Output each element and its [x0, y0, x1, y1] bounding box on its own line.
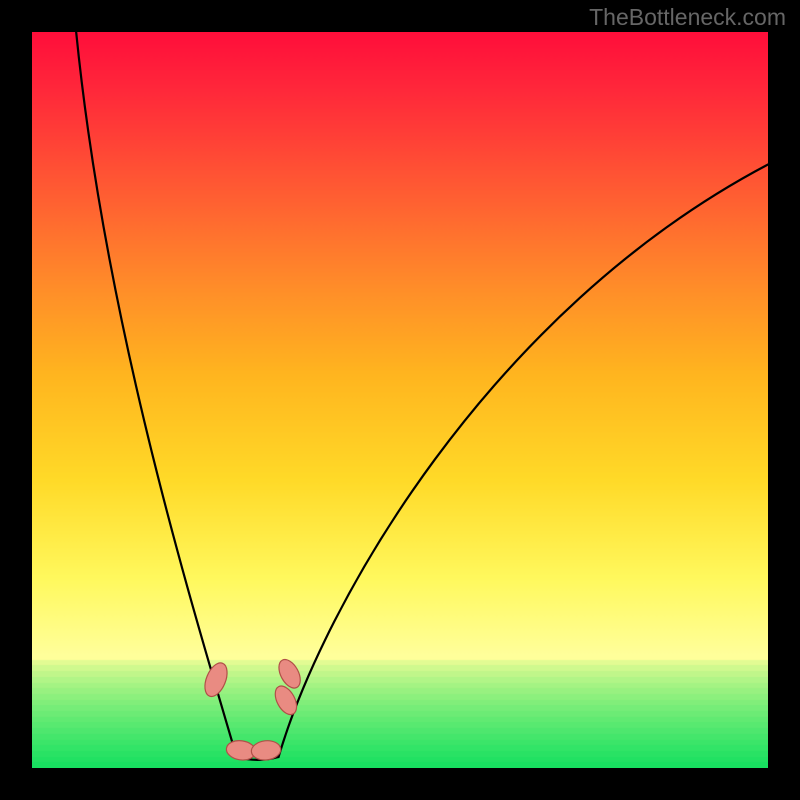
watermark-text: TheBottleneck.com [589, 4, 786, 31]
gradient-background [32, 32, 768, 768]
plot-area [32, 32, 768, 768]
chart-container: TheBottleneck.com [0, 0, 800, 800]
